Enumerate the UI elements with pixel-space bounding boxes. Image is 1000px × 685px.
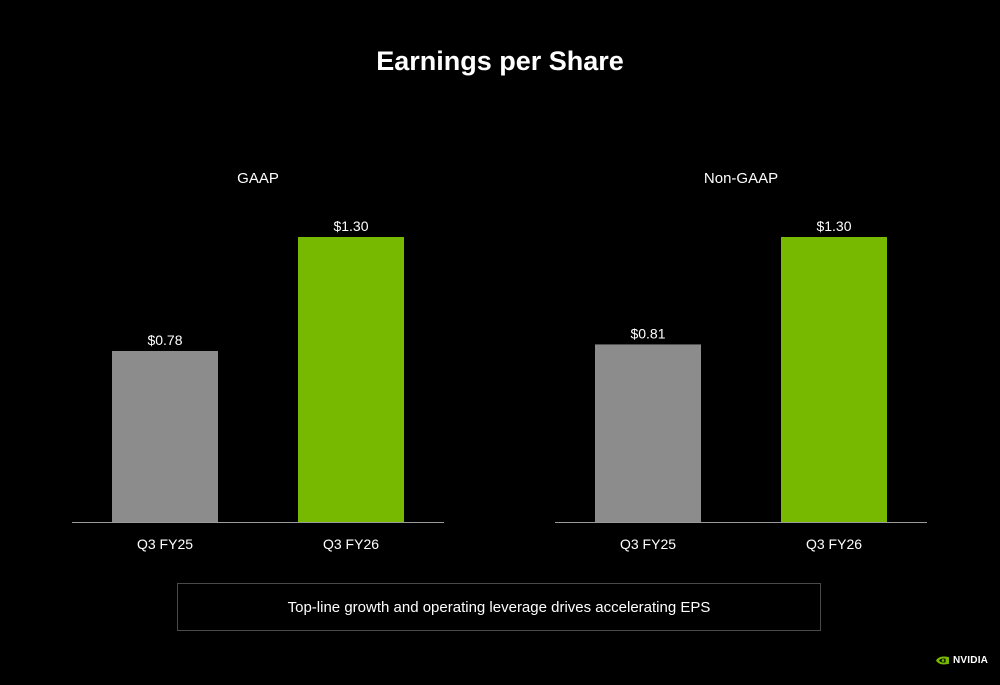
callout-text: Top-line growth and operating leverage d… <box>287 598 711 616</box>
chart-gaap: GAAP $0.78 Q3 FY25 $1.30 Q3 FY26 <box>72 160 444 560</box>
bar <box>595 344 701 522</box>
callout-box: Top-line growth and operating leverage d… <box>177 583 821 631</box>
bar <box>112 351 218 522</box>
chart-non-gaap: Non-GAAP $0.81 Q3 FY25 $1.30 Q3 FY26 <box>555 160 927 560</box>
x-tick-label: Q3 FY25 <box>137 536 193 552</box>
logo-text: NVIDIA <box>953 654 989 666</box>
bar <box>781 237 887 522</box>
data-label: $0.81 <box>630 325 665 341</box>
chart-non-gaap-svg: Non-GAAP $0.81 Q3 FY25 $1.30 Q3 FY26 <box>555 170 927 552</box>
data-label: $0.78 <box>147 332 182 348</box>
page-title: Earnings per Share <box>376 46 624 76</box>
x-tick-label: Q3 FY26 <box>323 536 379 552</box>
chart-title: Non-GAAP <box>704 170 778 187</box>
data-label: $1.30 <box>333 218 368 234</box>
chart-title: GAAP <box>237 170 279 187</box>
chart-gaap-svg: GAAP $0.78 Q3 FY25 $1.30 Q3 FY26 <box>72 170 444 552</box>
nvidia-logo: NVIDIA <box>935 653 988 667</box>
bar <box>298 237 404 522</box>
nvidia-eye-icon <box>936 656 949 664</box>
data-label: $1.30 <box>816 218 851 234</box>
x-tick-label: Q3 FY25 <box>620 536 676 552</box>
x-tick-label: Q3 FY26 <box>806 536 862 552</box>
